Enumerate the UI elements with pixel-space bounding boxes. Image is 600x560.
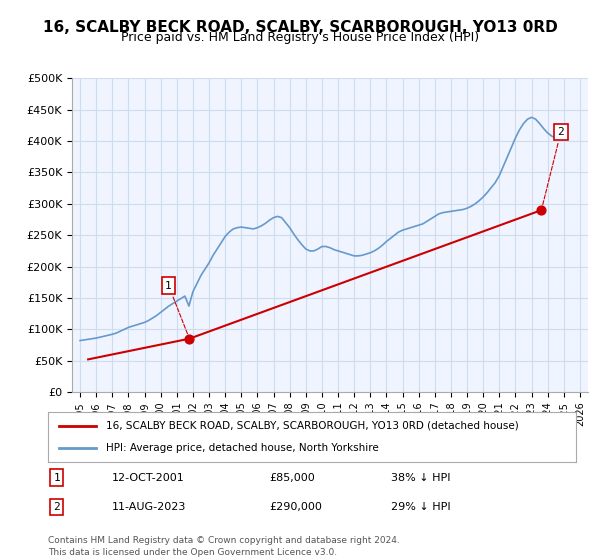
Text: 38% ↓ HPI: 38% ↓ HPI [391,473,451,483]
Text: 1: 1 [53,473,60,483]
Text: This data is licensed under the Open Government Licence v3.0.: This data is licensed under the Open Gov… [48,548,337,557]
Text: 16, SCALBY BECK ROAD, SCALBY, SCARBOROUGH, YO13 0RD (detached house): 16, SCALBY BECK ROAD, SCALBY, SCARBOROUG… [106,421,519,431]
Text: 1: 1 [165,281,188,336]
Text: 16, SCALBY BECK ROAD, SCALBY, SCARBOROUGH, YO13 0RD: 16, SCALBY BECK ROAD, SCALBY, SCARBOROUG… [43,20,557,35]
Text: 11-AUG-2023: 11-AUG-2023 [112,502,186,512]
Text: 2: 2 [542,127,564,207]
Text: Price paid vs. HM Land Registry's House Price Index (HPI): Price paid vs. HM Land Registry's House … [121,31,479,44]
Point [185,334,194,343]
Text: HPI: Average price, detached house, North Yorkshire: HPI: Average price, detached house, Nort… [106,443,379,453]
Text: Contains HM Land Registry data © Crown copyright and database right 2024.: Contains HM Land Registry data © Crown c… [48,536,400,545]
Point [536,206,546,214]
Text: £85,000: £85,000 [270,473,316,483]
Text: 29% ↓ HPI: 29% ↓ HPI [391,502,451,512]
Text: 2: 2 [53,502,60,512]
Text: 12-OCT-2001: 12-OCT-2001 [112,473,184,483]
Text: £290,000: £290,000 [270,502,323,512]
